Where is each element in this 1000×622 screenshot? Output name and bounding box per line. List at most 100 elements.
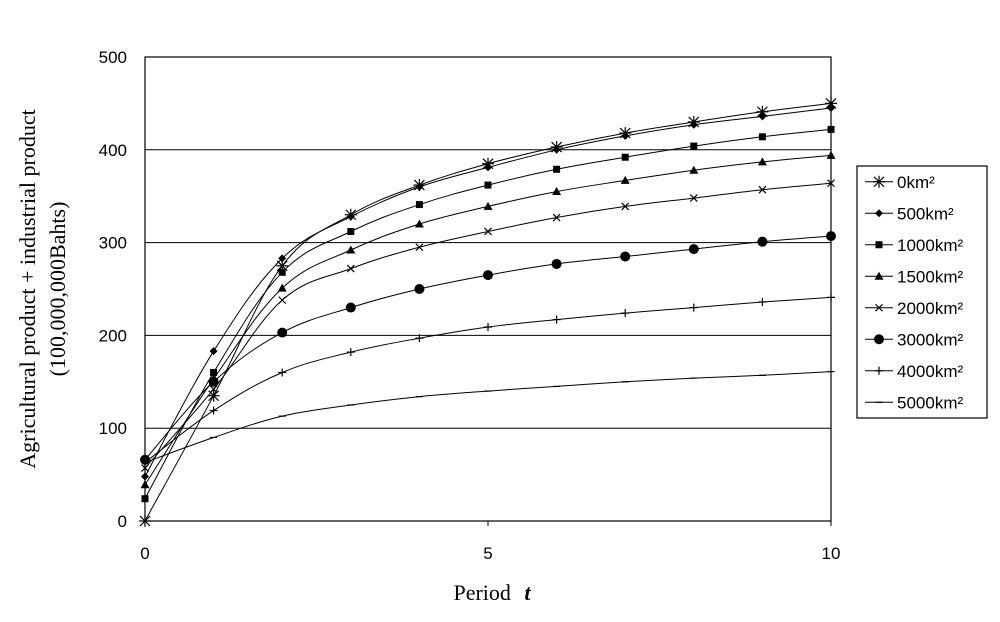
plot-frame (144, 56, 832, 522)
data-point (552, 315, 561, 324)
x-axis-label: Period (453, 580, 510, 605)
y-tick-label: 300 (99, 234, 127, 253)
series-7 (141, 370, 835, 464)
x-tick-label: 10 (822, 544, 841, 563)
x-tick-label: 0 (140, 544, 149, 563)
data-point (826, 150, 836, 159)
legend-item: 500km² (865, 204, 954, 223)
data-point (277, 283, 287, 292)
data-point (621, 202, 630, 211)
y-tick-label: 200 (99, 326, 127, 345)
data-point (758, 133, 766, 141)
data-point (209, 347, 218, 356)
x-axis-variable: t (524, 580, 531, 605)
data-point (553, 165, 561, 173)
legend-label: 2000km² (897, 299, 963, 318)
series-line (144, 296, 832, 463)
data-point (484, 323, 492, 332)
data-point (827, 179, 835, 188)
data-point (140, 480, 150, 489)
y-tick-label: 100 (99, 419, 127, 438)
data-point (278, 254, 287, 263)
series-0 (139, 97, 837, 527)
data-point (139, 515, 151, 527)
data-point (483, 270, 493, 281)
data-point (757, 236, 768, 247)
data-point (552, 213, 561, 222)
data-point (415, 243, 424, 252)
series-layer (139, 97, 837, 527)
data-point (689, 303, 698, 312)
legend-marker (875, 303, 883, 312)
y-axis-label-line1: Agricultural product + industrial produc… (15, 109, 40, 468)
data-point (141, 464, 149, 473)
series-5 (140, 231, 836, 465)
legend-marker (874, 334, 884, 345)
data-point (827, 125, 835, 133)
data-point (210, 369, 218, 377)
x-tick-label: 5 (483, 544, 492, 563)
series-line (144, 128, 832, 499)
legend-marker (874, 271, 884, 280)
legend: 0km² 500km² 1000km² 1500km² 2000km² 3000km² 40… (856, 165, 988, 419)
data-point (620, 251, 631, 262)
data-point (621, 309, 630, 318)
legend-item: 5000km² (865, 393, 963, 412)
data-point (484, 181, 492, 189)
legend-item: 3000km² (865, 330, 963, 349)
data-point (621, 131, 630, 140)
data-point (689, 165, 699, 174)
data-point (483, 201, 493, 210)
data-point (690, 142, 698, 150)
legend-box (856, 165, 988, 419)
data-point (207, 389, 220, 402)
legend-label: 0km² (897, 173, 935, 192)
data-point (827, 293, 835, 302)
legend-item: 4000km² (865, 362, 963, 381)
data-point (415, 201, 423, 209)
legend-label: 1000km² (897, 236, 963, 255)
data-point (414, 284, 425, 294)
data-point (209, 385, 218, 394)
data-point (688, 244, 699, 255)
data-point (209, 406, 218, 415)
legend-marker (875, 366, 883, 375)
data-point (347, 227, 355, 235)
y-tick-label: 0 (118, 512, 127, 531)
series-1 (141, 104, 835, 481)
y-tick-label: 400 (99, 141, 127, 160)
series-line (144, 371, 832, 463)
data-point (552, 145, 561, 154)
legend-item: 1500km² (865, 267, 963, 286)
data-point (208, 376, 219, 387)
legend-label: 1500km² (897, 267, 963, 286)
series-4 (141, 179, 835, 473)
data-point (278, 268, 286, 276)
data-point (415, 182, 424, 191)
gridlines (145, 149, 831, 429)
x-axis-title: Period t (453, 580, 531, 605)
legend-label: 3000km² (897, 330, 963, 349)
data-point (620, 175, 630, 184)
y-axis-label-line2: (100,000,000Bahts) (45, 202, 70, 377)
data-point (551, 258, 562, 269)
y-axis-title: Agricultural product + industrial produc… (15, 109, 70, 468)
series-line (144, 154, 832, 486)
data-point (141, 495, 149, 503)
data-point (278, 368, 287, 377)
data-point (758, 185, 767, 194)
legend-marker (873, 175, 885, 188)
data-point (346, 245, 356, 254)
series-2 (141, 125, 835, 503)
series-line (144, 102, 832, 522)
data-point (689, 194, 698, 202)
legend-marker (875, 241, 883, 249)
legend-marker (875, 209, 883, 218)
data-point (346, 348, 355, 357)
legend-item: 1000km² (865, 236, 963, 255)
y-tick-label: 500 (99, 48, 127, 67)
series-6 (141, 293, 835, 467)
data-point (278, 296, 287, 305)
data-point (415, 334, 424, 343)
